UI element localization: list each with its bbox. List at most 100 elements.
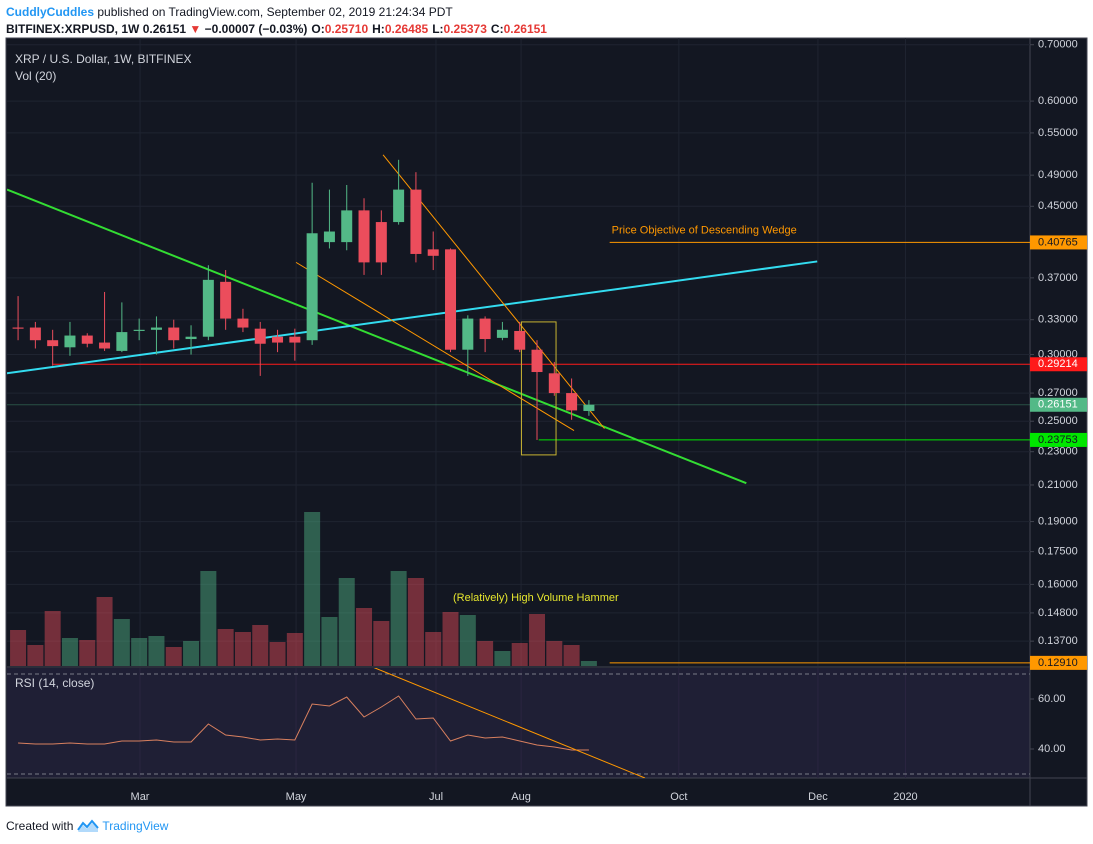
published: published on TradingView.com, September … — [97, 5, 453, 19]
candle-body — [341, 210, 353, 243]
price-badge — [1030, 235, 1087, 250]
candle-body — [375, 222, 387, 263]
y-tick-label: 0.45000 — [1038, 200, 1078, 212]
chart: Price Objective of Descending Wedge (Rela… — [5, 37, 1088, 807]
rsi-background — [7, 668, 1030, 778]
volume-bar — [304, 512, 321, 666]
candle-body — [116, 332, 128, 351]
price-badge-label: 0.29214 — [1038, 358, 1078, 370]
candle-body — [393, 189, 405, 223]
x-tick-label: Jul — [429, 791, 443, 803]
footer-brand[interactable]: TradingView — [102, 819, 169, 833]
symbol: BITFINEX:XRPUSD, 1W — [6, 22, 140, 36]
volume-bar — [563, 645, 580, 666]
trend-line — [7, 188, 747, 485]
volume-bar — [425, 632, 442, 666]
y-tick-label: 0.60000 — [1038, 95, 1078, 107]
y-tick-label: 0.49000 — [1038, 169, 1078, 181]
candle-body — [548, 373, 560, 394]
price-badge-label: 0.26151 — [1038, 399, 1078, 411]
volume-bar — [356, 608, 373, 666]
volume-label: Vol (20) — [15, 69, 56, 83]
candle-body — [531, 349, 543, 373]
volume-bar — [131, 638, 148, 666]
publish-line: CuddlyCuddles published on TradingView.c… — [6, 5, 453, 19]
volume-bar — [269, 642, 286, 666]
rsi-tick-label: 60.00 — [1038, 693, 1066, 705]
volume-bar — [580, 661, 597, 666]
volume-bar — [183, 641, 200, 666]
candle-body — [445, 249, 457, 350]
ohlc-label: O: — [311, 22, 325, 36]
candle-body — [427, 249, 439, 256]
candle-body — [150, 327, 162, 330]
y-tick-label: 0.33000 — [1038, 314, 1078, 326]
volume-bar — [373, 621, 390, 666]
candle-body — [133, 329, 145, 331]
volume-bar — [442, 612, 459, 666]
volume-bar — [321, 617, 338, 666]
candle-body — [168, 327, 180, 341]
price-badge — [1030, 397, 1087, 412]
y-tick-label: 0.25000 — [1038, 415, 1078, 427]
candle-body — [81, 335, 93, 344]
candle-body — [410, 189, 422, 254]
y-tick-label: 0.16000 — [1038, 578, 1078, 590]
volume-bar — [10, 630, 27, 666]
author[interactable]: CuddlyCuddles — [6, 5, 95, 19]
volume-bar — [61, 638, 78, 666]
rsi-trend-line — [373, 668, 646, 778]
y-tick-label: 0.37000 — [1038, 272, 1078, 284]
candle-body — [272, 336, 284, 343]
candle-body — [496, 329, 508, 338]
chart-title: XRP / U.S. Dollar, 1W, BITFINEX — [15, 52, 192, 66]
volume-bar — [407, 578, 424, 666]
x-tick-label: 2020 — [893, 791, 917, 803]
volume-bar — [79, 640, 96, 666]
volume-bar — [546, 641, 563, 666]
y-tick-label: 0.55000 — [1038, 127, 1078, 139]
candle-body — [202, 279, 214, 337]
candle-body — [566, 393, 578, 411]
ohlc-value: 0.25373 — [443, 22, 487, 36]
volume-bar — [252, 625, 269, 666]
y-tick-label: 0.13700 — [1038, 635, 1078, 647]
candle-body — [254, 328, 266, 344]
ohlc-label: H: — [372, 22, 385, 36]
candle-body — [479, 318, 491, 340]
volume-bar — [200, 571, 217, 666]
volume-bar — [44, 611, 61, 666]
volume-bar — [459, 615, 476, 666]
x-tick-label: Oct — [670, 791, 687, 803]
ohlc-value: 0.26151 — [503, 22, 547, 36]
volume-bar — [286, 633, 303, 666]
y-tick-label: 0.19000 — [1038, 515, 1078, 527]
y-tick-label: 0.17500 — [1038, 546, 1078, 558]
price-badge-label: 0.23753 — [1038, 434, 1078, 446]
rsi-line — [18, 695, 589, 751]
candle-body — [237, 318, 249, 328]
candle-body — [185, 336, 197, 340]
candle-body — [358, 210, 370, 263]
ohlc-label: L: — [432, 22, 444, 36]
ohlc-value: 0.25710 — [324, 22, 369, 36]
price-badge-label: 0.12910 — [1038, 657, 1078, 669]
volume-bar — [511, 643, 528, 666]
footer: Created with TradingView — [6, 819, 168, 833]
candle-body — [514, 330, 526, 350]
volume-bar — [217, 629, 234, 666]
volume-bar — [148, 636, 165, 666]
y-tick-label: 0.70000 — [1038, 39, 1078, 51]
candle-body — [289, 336, 301, 343]
candle-body — [64, 335, 76, 348]
volume-bar — [234, 632, 251, 666]
candle-body — [12, 327, 24, 329]
y-tick-label: 0.14800 — [1038, 607, 1078, 619]
change: −0.00007 (−0.03%) — [204, 22, 308, 36]
candle-body — [462, 318, 474, 350]
candle-body — [47, 340, 59, 347]
volume-bar — [529, 614, 546, 666]
price-badge-label: 0.40765 — [1038, 236, 1078, 248]
candle-body — [99, 342, 111, 349]
volume-bar — [390, 571, 407, 666]
